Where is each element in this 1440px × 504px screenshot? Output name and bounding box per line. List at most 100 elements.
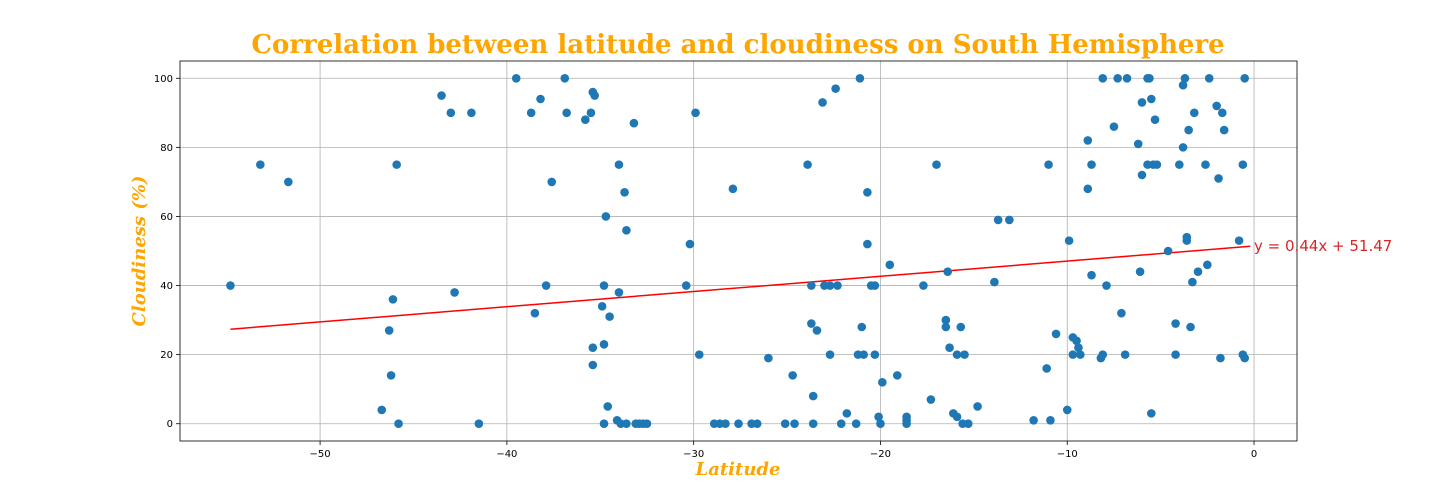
data-point bbox=[605, 312, 614, 321]
data-point bbox=[581, 115, 590, 125]
data-point bbox=[1193, 267, 1203, 277]
data-point bbox=[691, 108, 700, 118]
data-point bbox=[526, 108, 536, 118]
data-point bbox=[1186, 322, 1195, 332]
data-point bbox=[952, 412, 962, 422]
data-point bbox=[1087, 160, 1096, 169]
regression-line bbox=[230, 245, 1251, 330]
data-point bbox=[752, 419, 762, 429]
data-point bbox=[960, 350, 969, 359]
data-point bbox=[1184, 125, 1193, 135]
y-tick-label: 100 bbox=[154, 74, 173, 85]
data-point bbox=[1188, 277, 1197, 287]
data-point bbox=[926, 395, 936, 404]
data-point bbox=[1109, 122, 1119, 131]
y-tick-label: 80 bbox=[160, 143, 173, 154]
data-point bbox=[590, 91, 599, 100]
data-point bbox=[1029, 415, 1038, 425]
x-tick-label: 0 bbox=[1251, 449, 1257, 460]
data-point bbox=[1137, 170, 1147, 180]
data-point bbox=[1216, 353, 1225, 363]
data-point bbox=[833, 281, 842, 290]
data-point bbox=[1175, 160, 1184, 169]
data-point bbox=[1217, 108, 1227, 118]
data-point bbox=[256, 160, 265, 169]
data-point bbox=[780, 419, 790, 429]
data-point bbox=[808, 391, 818, 401]
data-point bbox=[450, 288, 459, 297]
data-point bbox=[386, 371, 396, 380]
data-point bbox=[818, 98, 827, 107]
data-point bbox=[560, 73, 570, 83]
data-point bbox=[825, 350, 835, 359]
data-point bbox=[1064, 236, 1074, 245]
data-point bbox=[599, 419, 609, 429]
data-point bbox=[1201, 160, 1210, 169]
data-point bbox=[1122, 73, 1132, 83]
data-point bbox=[788, 371, 797, 380]
data-point bbox=[764, 353, 773, 363]
data-point bbox=[874, 412, 883, 422]
data-point bbox=[685, 239, 695, 249]
grid bbox=[180, 61, 1297, 441]
data-point bbox=[807, 281, 816, 290]
data-point bbox=[599, 339, 609, 349]
data-point bbox=[836, 419, 846, 429]
x-tick-label: −40 bbox=[496, 449, 517, 460]
data-point bbox=[1171, 319, 1180, 328]
data-point bbox=[541, 281, 551, 290]
x-tick-label: −30 bbox=[683, 449, 704, 460]
data-point bbox=[601, 212, 611, 221]
data-point bbox=[377, 405, 387, 415]
data-point bbox=[945, 343, 954, 353]
data-point bbox=[857, 322, 867, 332]
axis-ticks: −50 −40 −30 −20 −10 0 0 20 40 60 80 100 bbox=[154, 74, 1257, 460]
data-point bbox=[990, 277, 999, 287]
data-point bbox=[620, 187, 629, 197]
data-point bbox=[870, 281, 880, 290]
data-point bbox=[831, 84, 840, 93]
data-point bbox=[919, 281, 928, 290]
data-point bbox=[681, 281, 691, 290]
data-point bbox=[1062, 405, 1072, 415]
data-point bbox=[226, 281, 235, 290]
data-point bbox=[388, 295, 398, 304]
regression-layer bbox=[230, 245, 1251, 330]
data-point bbox=[859, 350, 868, 359]
data-point bbox=[1072, 336, 1081, 346]
data-point bbox=[1234, 236, 1244, 245]
data-point bbox=[1098, 73, 1108, 83]
data-point bbox=[1240, 73, 1249, 83]
data-point bbox=[642, 419, 652, 429]
y-axis-label: Cloudiness (%) bbox=[129, 176, 150, 327]
data-point bbox=[1203, 260, 1212, 270]
data-point bbox=[1135, 267, 1145, 277]
data-point bbox=[1102, 281, 1111, 290]
data-point bbox=[993, 215, 1003, 225]
data-point bbox=[1163, 246, 1173, 256]
data-point bbox=[1117, 308, 1126, 318]
data-point bbox=[1145, 73, 1154, 83]
data-point bbox=[825, 281, 835, 290]
plot-frame bbox=[179, 60, 1298, 442]
data-point bbox=[902, 419, 911, 429]
data-point bbox=[842, 409, 852, 418]
data-point bbox=[437, 91, 446, 100]
data-point bbox=[1171, 350, 1180, 359]
data-point bbox=[1120, 350, 1130, 359]
data-point bbox=[536, 94, 545, 104]
data-point bbox=[1074, 343, 1083, 353]
data-point bbox=[446, 108, 456, 118]
data-point bbox=[562, 108, 571, 118]
data-point bbox=[474, 419, 484, 429]
data-point bbox=[392, 160, 401, 169]
data-point bbox=[394, 419, 403, 429]
data-point bbox=[892, 371, 902, 380]
x-tick-label: −10 bbox=[1057, 449, 1078, 460]
data-point bbox=[734, 419, 743, 429]
data-point bbox=[1068, 350, 1078, 359]
data-point bbox=[1240, 353, 1249, 363]
y-tick-label: 60 bbox=[160, 212, 173, 223]
data-point bbox=[511, 73, 521, 83]
data-point bbox=[1147, 409, 1156, 418]
